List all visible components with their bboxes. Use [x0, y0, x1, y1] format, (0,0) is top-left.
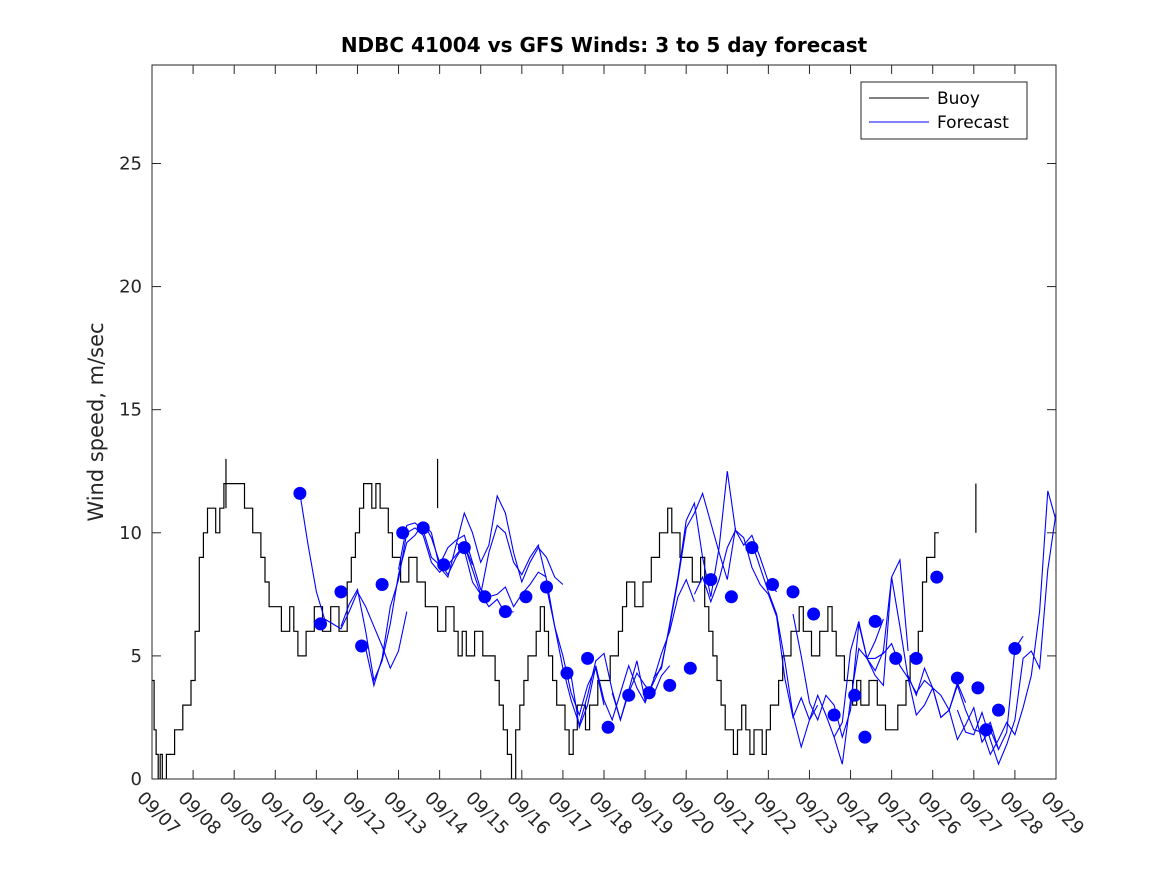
forecast-marker [786, 585, 800, 599]
forecast-marker [437, 558, 451, 572]
forecast-marker [683, 661, 697, 675]
forecast-marker [930, 570, 944, 584]
forecast-line [956, 513, 1056, 766]
forecast-marker [540, 580, 553, 594]
forecast-marker [979, 723, 993, 737]
forecast-line [365, 527, 514, 688]
forecast-marker [519, 590, 533, 604]
forecast-marker [663, 678, 677, 692]
forecast-marker [745, 541, 759, 555]
forecast-line [299, 493, 408, 670]
forecast-marker [622, 688, 636, 702]
forecast-line [751, 542, 884, 765]
y-tick-label: 25 [119, 153, 142, 174]
forecast-marker [1008, 642, 1022, 655]
forecast-marker [766, 578, 779, 591]
forecast-marker [848, 688, 862, 702]
forecast-marker [992, 703, 1005, 717]
forecast-line [340, 521, 474, 683]
forecast-line [693, 529, 819, 722]
forecast-marker [581, 651, 595, 665]
forecast-marker [950, 671, 964, 685]
forecast-marker [601, 720, 615, 734]
forecast-marker [314, 617, 327, 631]
y-tick-label: 5 [131, 646, 142, 667]
forecast-marker [909, 651, 923, 665]
forecast-marker [971, 681, 985, 695]
forecast-marker [858, 730, 872, 744]
forecast-marker [642, 686, 656, 700]
forecast-marker [724, 590, 738, 604]
forecast-marker [498, 605, 512, 619]
y-axis: 0 5 10 15 20 25 [119, 153, 1056, 790]
y-tick-label: 15 [119, 400, 142, 421]
forecast-marker [396, 526, 410, 540]
forecast-marker [827, 708, 841, 722]
forecast-line [907, 635, 1024, 752]
legend-box [860, 81, 1028, 140]
y-tick-label: 0 [131, 769, 142, 790]
y-tick-label: 10 [119, 523, 142, 544]
y-axis-label: Wind speed, m/sec [84, 322, 108, 521]
forecast-line [792, 557, 909, 740]
forecast-markers [293, 486, 1022, 744]
forecast-marker [889, 651, 903, 665]
forecast-marker [416, 521, 430, 535]
forecast-marker [478, 590, 492, 604]
buoy-line [152, 483, 939, 779]
y-tick-label: 20 [119, 277, 142, 298]
legend-label-forecast: Forecast [937, 113, 1009, 133]
forecast-marker [375, 578, 389, 591]
forecast-marker [355, 639, 369, 653]
chart-title: NDBC 41004 vs GFS Winds: 3 to 5 day fore… [341, 33, 868, 57]
forecast-marker [704, 573, 718, 587]
plot-area [151, 64, 1057, 780]
forecast-marker [807, 607, 821, 621]
forecast-line [981, 490, 1056, 756]
forecast-marker [560, 666, 574, 680]
forecast-marker [293, 486, 307, 500]
legend: Buoy Forecast [860, 81, 1028, 140]
forecast-marker [868, 614, 882, 628]
forecast-marker [334, 585, 348, 599]
legend-label-buoy: Buoy [937, 89, 980, 109]
forecast-marker [457, 541, 471, 555]
buoy-series [152, 458, 977, 779]
